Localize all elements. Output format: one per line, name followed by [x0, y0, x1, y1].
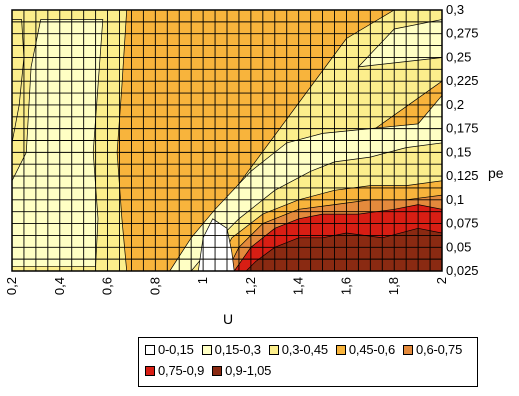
y-tick-label: 0,175	[446, 121, 479, 136]
y-tick-label: 0,25	[446, 49, 471, 64]
y-axis-label: pe	[488, 165, 504, 181]
y-tick-label: 0,025	[446, 263, 479, 278]
legend-swatch	[268, 344, 279, 355]
plot-border	[11, 9, 443, 272]
y-tick-label: 0,15	[446, 144, 471, 159]
grid	[11, 9, 443, 272]
y-axis-ticks: 0,025 0,05 0,075 0,1 0,125 0,15 0,175 0,2 0,225 0…	[446, 2, 479, 278]
legend-label: 0-0,15	[158, 342, 194, 357]
legend-swatch	[403, 344, 413, 355]
legend-item-band-3: 0,45-0,6	[335, 341, 395, 358]
x-axis-ticks: 0,2 0,4 0,6 0,8 1 1,2 1,4 1,6 1,8 2	[4, 277, 449, 295]
x-tick-label: 0,2	[4, 277, 19, 295]
x-tick-label: 0,8	[147, 277, 162, 295]
x-tick-label: 1	[195, 277, 210, 284]
legend-swatch	[212, 365, 223, 376]
y-tick-label: 0,1	[446, 192, 464, 207]
legend-label: 0,45-0,6	[348, 342, 395, 357]
y-tick-label: 0,275	[446, 26, 479, 41]
legend: 0-0,15 0,15-0,3 0,3-0,45 0,45-0,6 0,6-0,…	[138, 337, 478, 387]
legend-item-band-2: 0,3-0,45	[268, 341, 328, 358]
x-tick-label: 1,8	[386, 277, 401, 295]
x-tick-label: 0,6	[100, 277, 115, 295]
y-tick-label: 0,075	[446, 216, 479, 231]
legend-item-band-5: 0,75-0,9	[145, 362, 204, 379]
legend-item-band-0: 0-0,15	[145, 341, 194, 358]
legend-label: 0,15-0,3	[214, 342, 261, 357]
y-tick-label: 0,125	[446, 168, 479, 183]
y-tick-label: 0,3	[446, 2, 464, 17]
x-tick-label: 2	[434, 277, 449, 284]
legend-label: 0,9-1,05	[225, 363, 272, 378]
legend-swatch	[335, 344, 346, 355]
y-tick-label: 0,05	[446, 239, 471, 254]
legend-item-band-4: 0,6-0,75	[403, 341, 462, 358]
x-tick-label: 1,2	[243, 277, 258, 295]
legend-item-band-1: 0,15-0,3	[201, 341, 261, 358]
x-tick-label: 1,6	[338, 277, 353, 295]
x-tick-label: 1,4	[291, 277, 306, 295]
x-tick-label: 0,4	[52, 277, 67, 295]
legend-swatch	[201, 344, 212, 355]
legend-swatch	[145, 365, 155, 376]
legend-label: 0,6-0,75	[416, 342, 463, 357]
contour-chart: 0,2 0,4 0,6 0,8 1 1,2 1,4 1,6 1,8 2 0,025 0,05 0,07…	[4, 2, 504, 327]
x-axis-label: U	[223, 311, 233, 327]
legend-label: 0,3-0,45	[281, 342, 328, 357]
legend-label: 0,75-0,9	[158, 363, 205, 378]
y-tick-label: 0,2	[446, 97, 464, 112]
y-tick-label: 0,225	[446, 73, 479, 88]
legend-item-band-6: 0,9-1,05	[212, 362, 271, 379]
legend-swatch	[145, 344, 155, 355]
